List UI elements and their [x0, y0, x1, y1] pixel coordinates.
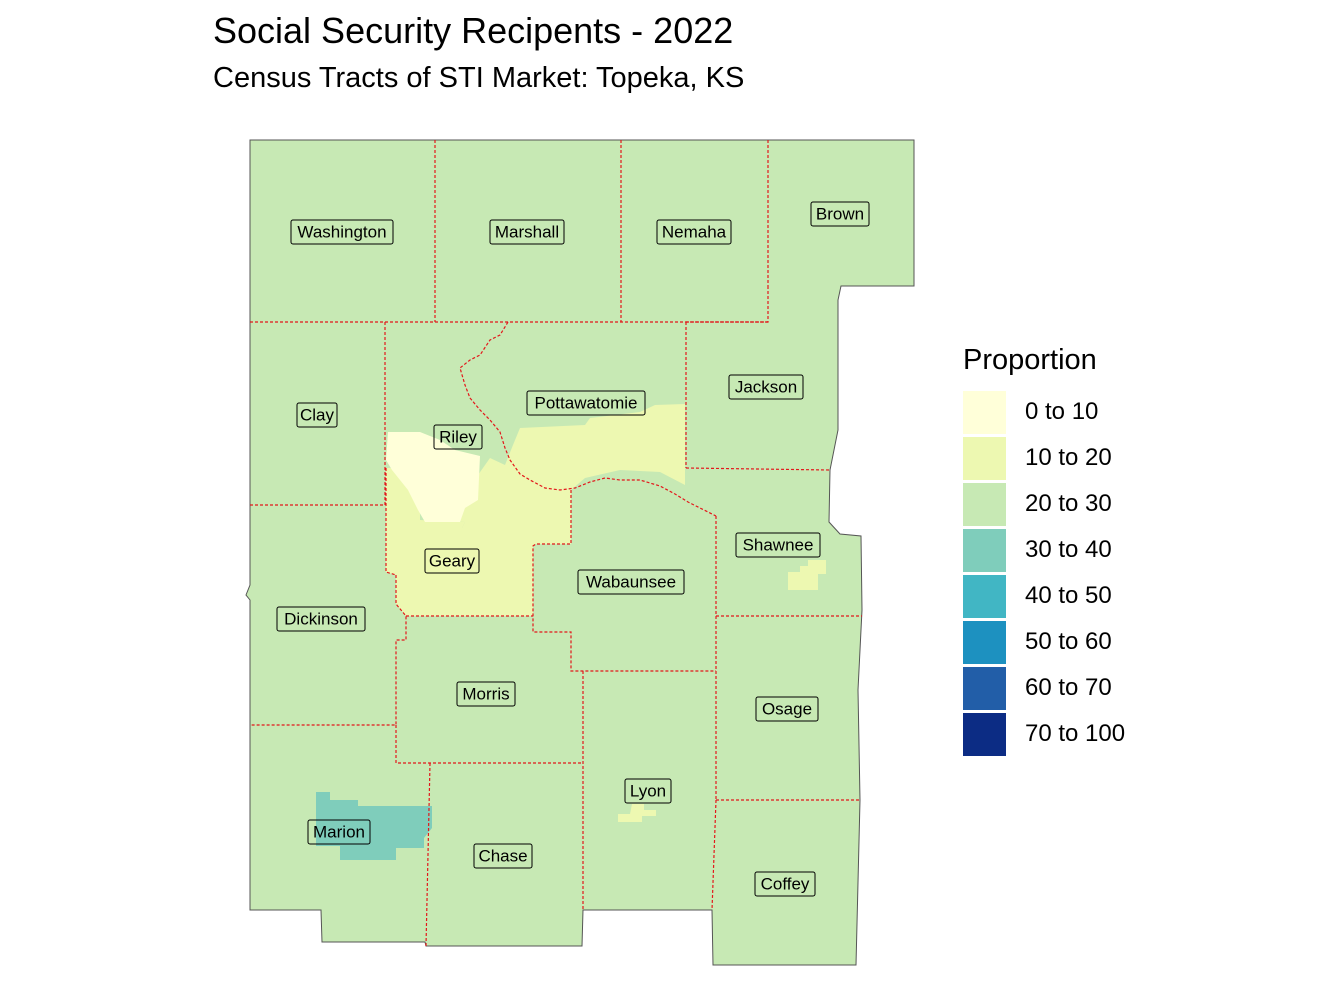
county-label-pottawatomie: Pottawatomie	[526, 390, 646, 416]
county-label-lyon: Lyon	[624, 778, 672, 804]
svg-text:Clay: Clay	[300, 406, 335, 425]
svg-text:Jackson: Jackson	[735, 378, 797, 397]
legend-label: 30 to 40	[1025, 536, 1112, 563]
tract-10-20-shawnee	[788, 560, 826, 590]
legend-label: 10 to 20	[1025, 444, 1112, 471]
legend-item: 20 to 30	[963, 481, 1125, 527]
svg-text:Morris: Morris	[462, 685, 509, 704]
legend-swatch	[963, 574, 1006, 618]
legend-label: 0 to 10	[1025, 398, 1099, 425]
svg-text:Nemaha: Nemaha	[662, 223, 727, 242]
svg-text:Marshall: Marshall	[495, 223, 559, 242]
svg-text:Riley: Riley	[439, 428, 477, 447]
svg-text:Osage: Osage	[762, 700, 812, 719]
svg-text:Dickinson: Dickinson	[284, 610, 358, 629]
county-label-jackson: Jackson	[728, 374, 804, 400]
svg-text:Chase: Chase	[478, 847, 527, 866]
legend-swatch	[963, 436, 1006, 480]
county-label-marion: Marion	[307, 819, 371, 845]
county-labels: Washington Marshall Nemaha Brown Clay Po…	[276, 201, 870, 897]
svg-text:Pottawatomie: Pottawatomie	[535, 394, 638, 413]
county-label-brown: Brown	[810, 201, 870, 227]
legend-swatch	[963, 620, 1006, 664]
map-title: Social Security Recipents - 2022	[213, 10, 734, 51]
county-label-geary: Geary	[424, 548, 480, 574]
county-label-chase: Chase	[473, 843, 533, 869]
legend-item: 30 to 40	[963, 527, 1125, 573]
legend-swatch	[963, 390, 1006, 434]
svg-text:Washington: Washington	[297, 223, 386, 242]
legend-swatch	[963, 528, 1006, 572]
legend-swatch	[963, 482, 1006, 526]
county-label-clay: Clay	[296, 402, 338, 428]
svg-text:Shawnee: Shawnee	[743, 536, 814, 555]
tract-10-20-geary	[386, 468, 536, 616]
county-label-coffey: Coffey	[754, 871, 816, 897]
legend-label: 20 to 30	[1025, 490, 1112, 517]
svg-text:Coffey: Coffey	[761, 875, 810, 894]
county-label-osage: Osage	[755, 696, 819, 722]
svg-text:Marion: Marion	[313, 823, 365, 842]
legend-swatch	[963, 712, 1006, 756]
legend-label: 50 to 60	[1025, 628, 1112, 655]
legend-item: 0 to 10	[963, 389, 1125, 435]
county-label-nemaha: Nemaha	[656, 219, 732, 245]
county-label-morris: Morris	[456, 681, 516, 707]
map-subtitle: Census Tracts of STI Market: Topeka, KS	[213, 62, 745, 94]
legend-label: 40 to 50	[1025, 582, 1112, 609]
county-boundaries	[250, 140, 862, 947]
county-label-dickinson: Dickinson	[276, 606, 366, 632]
legend-item: 50 to 60	[963, 619, 1125, 665]
tract-10-20-lyon	[618, 804, 656, 822]
tract-30-40-marion	[316, 792, 432, 860]
legend-swatch	[963, 666, 1006, 710]
county-label-wabaunsee: Wabaunsee	[577, 569, 685, 595]
legend: Proportion 0 to 10 10 to 20 20 to 30 30 …	[963, 344, 1125, 757]
svg-text:Wabaunsee: Wabaunsee	[586, 573, 676, 592]
legend-item: 40 to 50	[963, 573, 1125, 619]
market-region	[245, 139, 915, 966]
county-label-marshall: Marshall	[489, 219, 565, 245]
svg-text:Brown: Brown	[816, 205, 864, 224]
legend-title: Proportion	[963, 344, 1097, 376]
svg-text:Lyon: Lyon	[630, 782, 666, 801]
legend-item: 70 to 100	[963, 711, 1125, 757]
legend-label: 60 to 70	[1025, 674, 1112, 701]
county-label-shawnee: Shawnee	[735, 532, 821, 558]
svg-text:Geary: Geary	[429, 552, 476, 571]
tract-0-10-riley	[386, 432, 480, 522]
legend-item: 60 to 70	[963, 665, 1125, 711]
county-label-washington: Washington	[290, 219, 394, 245]
legend-label: 70 to 100	[1025, 720, 1126, 747]
county-label-riley: Riley	[433, 424, 483, 450]
legend-item: 10 to 20	[963, 435, 1125, 481]
